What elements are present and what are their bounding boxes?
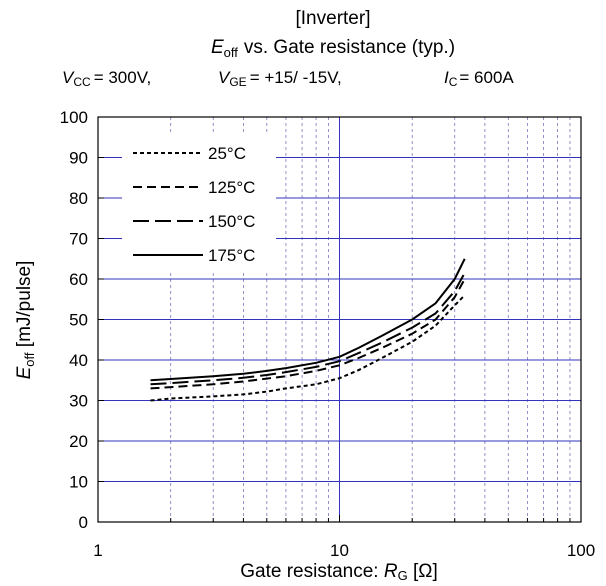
series-line-175Cc bbox=[150, 258, 466, 382]
y-axis-label-base: E bbox=[14, 366, 35, 379]
y-tick-label: 50 bbox=[69, 311, 88, 330]
y-tick-label: 80 bbox=[69, 189, 88, 208]
legend: 25°C 125°C 150°C 175°C bbox=[122, 134, 276, 270]
chart-title-line1: [Inverter] bbox=[296, 8, 371, 29]
x-axis-label-prefix: Gate resistance: bbox=[240, 561, 384, 582]
chart-title-main: Eoff vs. Gate resistance (typ.) bbox=[211, 37, 455, 60]
y-tick-label: 90 bbox=[69, 149, 88, 168]
condition-vcc-base: V bbox=[62, 68, 75, 87]
y-tick-label: 40 bbox=[69, 351, 88, 370]
legend-label: 150°C bbox=[208, 212, 255, 231]
x-tick-label: 1 bbox=[93, 541, 102, 560]
x-tick-label: 10 bbox=[330, 541, 349, 560]
series-lines bbox=[150, 258, 466, 402]
condition-ic-sub: C bbox=[449, 75, 458, 89]
series-line-125Cc bbox=[150, 278, 466, 390]
legend-label: 175°C bbox=[208, 246, 255, 265]
title-symbol-sub: off bbox=[224, 45, 239, 60]
condition-vge-value: = +15/ -15V, bbox=[250, 68, 342, 87]
condition-ic-value: = 600A bbox=[459, 68, 514, 87]
x-axis-label-base: R bbox=[384, 561, 398, 582]
y-tick-label: 60 bbox=[69, 270, 88, 289]
y-axis-label-sub: off bbox=[22, 352, 37, 367]
condition-vcc-sub: CC bbox=[73, 75, 91, 89]
legend-label: 25°C bbox=[208, 144, 246, 163]
condition-ic-base: I bbox=[444, 68, 449, 87]
y-axis-label: Eoff [mJ/pulse] bbox=[14, 261, 37, 380]
y-tick-label: 70 bbox=[69, 230, 88, 249]
title-symbol-base: E bbox=[211, 37, 224, 58]
x-axis-label-suffix: [Ω] bbox=[408, 561, 438, 582]
y-axis-label-rest: [mJ/pulse] bbox=[14, 261, 35, 353]
y-tick-label: 30 bbox=[69, 392, 88, 411]
y-tick-label: 0 bbox=[79, 513, 88, 532]
title-main-text: vs. Gate resistance (typ.) bbox=[244, 37, 455, 58]
condition-vcc-value: = 300V, bbox=[94, 68, 152, 87]
y-tick-label: 100 bbox=[60, 108, 88, 127]
legend-label: 125°C bbox=[208, 178, 255, 197]
x-tick-label: 100 bbox=[567, 541, 595, 560]
x-axis-label: Gate resistance: RG [Ω] bbox=[240, 561, 438, 583]
y-tick-label: 10 bbox=[69, 473, 88, 492]
x-axis-label-sub: G bbox=[398, 568, 408, 583]
condition-vge-sub: GE bbox=[229, 75, 246, 89]
test-conditions: VCC = 300V, VGE = +15/ -15V, IC = 600A bbox=[62, 68, 514, 89]
y-tick-label: 20 bbox=[69, 432, 88, 451]
legend-background bbox=[122, 134, 276, 270]
series-line-25Cc bbox=[150, 294, 466, 402]
series-line-150Cc bbox=[150, 272, 466, 386]
condition-vge-base: V bbox=[218, 68, 231, 87]
